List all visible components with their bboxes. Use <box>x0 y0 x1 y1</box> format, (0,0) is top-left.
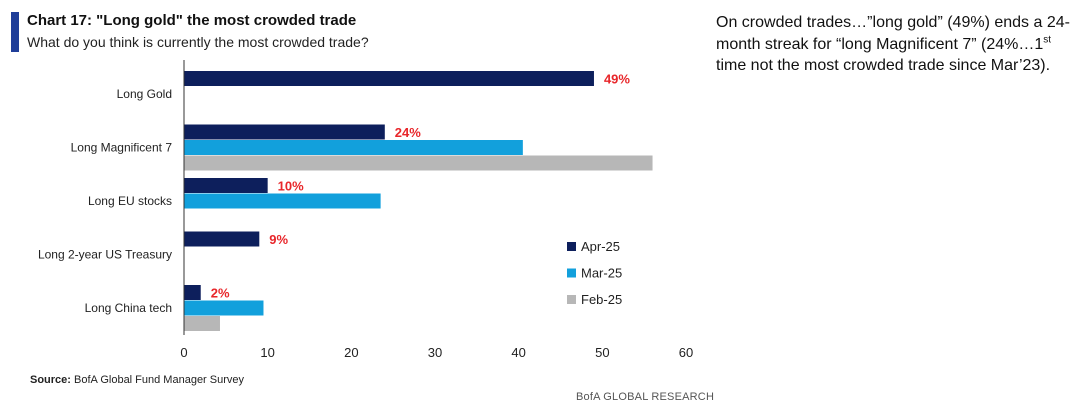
commentary-main: On crowded trades…”long gold” (49%) ends… <box>716 14 1070 53</box>
bar-long-gold-apr-25 <box>184 71 594 86</box>
bar-long-magnificent-7-apr-25 <box>184 124 385 140</box>
value-label-long-china-tech: 2% <box>211 286 230 301</box>
bar-long-eu-stocks-mar-25 <box>184 193 381 209</box>
category-label-long-gold: Long Gold <box>117 87 172 101</box>
source-label: Source: <box>30 374 71 386</box>
source-text: BofA Global Fund Manager Survey <box>74 374 245 386</box>
x-tick-label: 20 <box>344 345 358 360</box>
category-labels: Long Gold Long Magnificent 7 Long EU stock… <box>38 87 172 315</box>
value-label-long-2-year-us-treasury: 9% <box>269 232 288 247</box>
chart-subtitle: What do you think is currently the most … <box>27 34 369 50</box>
x-axis-tick-labels: 0 10 20 30 40 50 60 <box>180 345 693 360</box>
source-note: Source: BofA Global Fund Manager Survey <box>30 374 244 386</box>
chart-title: Chart 17: "Long gold" the most crowded t… <box>27 12 357 29</box>
x-tick-label: 50 <box>595 345 609 360</box>
x-tick-label: 30 <box>428 345 442 360</box>
value-labels: 49% 24% 10% 9% 2% <box>211 72 631 301</box>
category-label-long-china-tech: Long China tech <box>85 301 172 315</box>
category-label-long-magnificent-7: Long Magnificent 7 <box>71 141 173 155</box>
x-tick-label: 60 <box>679 345 693 360</box>
commentary-superscript: st <box>1043 34 1052 46</box>
bar-long-china-tech-feb-25 <box>184 316 220 331</box>
bar-chart: Long Gold Long Magnificent 7 Long EU stock… <box>38 60 693 360</box>
bar-long-magnificent-7-mar-25 <box>184 140 523 155</box>
commentary-end: time not the most crowded trade since Ma… <box>716 57 1051 74</box>
legend-label-feb-25: Feb-25 <box>581 292 622 307</box>
category-label-long-2-year-us-treasury: Long 2-year US Treasury <box>38 248 172 262</box>
x-tick-label: 10 <box>260 345 274 360</box>
legend-swatch-apr-25 <box>567 242 576 251</box>
title-accent-bar <box>11 12 19 52</box>
chart-bars <box>184 71 653 331</box>
x-tick-label: 0 <box>180 345 187 360</box>
chart-legend: Apr-25 Mar-25 Feb-25 <box>567 239 622 307</box>
category-label-long-eu-stocks: Long EU stocks <box>88 194 172 208</box>
bar-long-eu-stocks-apr-25 <box>184 178 268 193</box>
legend-label-apr-25: Apr-25 <box>581 239 620 254</box>
value-label-long-magnificent-7: 24% <box>395 125 421 140</box>
bar-long-magnificent-7-feb-25 <box>184 155 653 171</box>
footer-brand: BofA GLOBAL RESEARCH <box>576 391 715 403</box>
legend-swatch-mar-25 <box>567 268 576 278</box>
commentary-text: On crowded trades…”long gold” (49%) ends… <box>716 12 1071 77</box>
bar-long-china-tech-mar-25 <box>184 300 264 316</box>
legend-label-mar-25: Mar-25 <box>581 266 622 281</box>
value-label-long-eu-stocks: 10% <box>278 179 304 194</box>
legend-swatch-feb-25 <box>567 295 576 304</box>
bar-long-2-year-us-treasury-apr-25 <box>184 231 260 247</box>
value-label-long-gold: 49% <box>604 72 630 87</box>
bar-long-china-tech-apr-25 <box>184 285 201 300</box>
x-tick-label: 40 <box>511 345 525 360</box>
